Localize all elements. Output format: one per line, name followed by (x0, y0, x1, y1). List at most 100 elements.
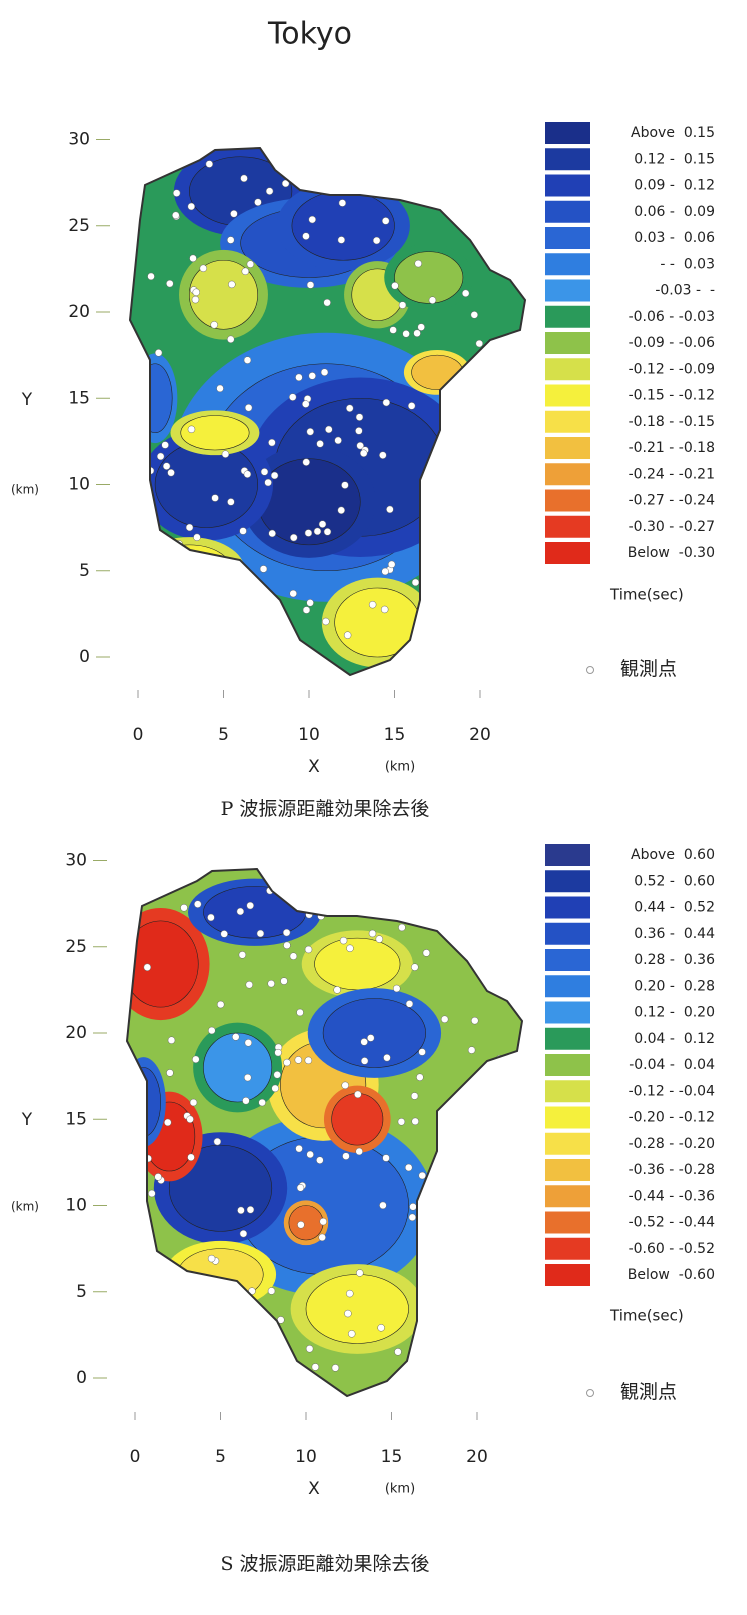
station (398, 301, 407, 309)
station (311, 1363, 320, 1371)
legend-swatch (545, 384, 590, 407)
station (346, 944, 354, 953)
station (488, 484, 496, 492)
legend-swatch (545, 515, 590, 538)
station (466, 513, 475, 522)
station (199, 264, 208, 273)
x-tick-label: 15 (381, 1447, 403, 1467)
station (245, 980, 254, 989)
station (306, 599, 314, 607)
contour-map (125, 867, 524, 1398)
legend-swatch (545, 1001, 590, 1024)
legend-swatch (545, 200, 590, 223)
legend-swatch (545, 148, 590, 171)
legend-swatch (545, 844, 590, 866)
legend-swatch (545, 1027, 590, 1050)
station (463, 178, 472, 187)
x-axis-label: X (308, 757, 320, 777)
station (383, 1053, 391, 1062)
station (411, 1117, 419, 1126)
legend-label: -0.36 - -0.28 (629, 1162, 715, 1178)
station (325, 425, 333, 434)
station (372, 236, 381, 245)
marker-label: 観測点 (620, 1381, 677, 1403)
legend-swatch (545, 1080, 590, 1103)
contour-region (127, 920, 199, 1008)
station (172, 189, 181, 197)
legend-label: -0.20 - -0.12 (629, 1110, 715, 1126)
station (488, 550, 496, 559)
x-tick-label: 5 (215, 1447, 226, 1467)
station (319, 1217, 327, 1226)
station (318, 1233, 326, 1242)
station (466, 364, 474, 373)
station (294, 1056, 303, 1064)
y-tick-label: 15 (65, 1109, 87, 1129)
y-tick-label: 10 (65, 1196, 87, 1216)
station (318, 520, 327, 528)
contour-region (394, 251, 464, 304)
station (302, 458, 310, 466)
contour-region (203, 1032, 273, 1103)
station (360, 1057, 369, 1065)
station (154, 349, 163, 357)
station (258, 1098, 266, 1107)
station (355, 427, 363, 435)
station (497, 1296, 506, 1305)
station (356, 441, 364, 450)
station (334, 893, 343, 901)
station (162, 462, 171, 470)
station (426, 1309, 435, 1317)
legend-label: 0.03 - 0.06 (634, 230, 715, 246)
legend-label: -0.52 - -0.44 (629, 1215, 715, 1231)
legend-swatch (545, 922, 590, 945)
station (157, 1285, 166, 1293)
station (212, 1352, 221, 1360)
station (485, 1089, 493, 1097)
legend-label: -0.21 - -0.18 (629, 440, 715, 456)
station (423, 875, 431, 883)
station (147, 272, 155, 281)
station (316, 440, 324, 448)
station (416, 1073, 424, 1081)
legend-label: -0.12 - -0.09 (629, 361, 715, 377)
marker-symbol (586, 666, 594, 674)
station (161, 441, 169, 449)
station (227, 335, 235, 344)
legend-label: -0.18 - -0.15 (629, 414, 715, 430)
station (338, 199, 347, 207)
contour-regions (127, 875, 506, 1372)
station (411, 578, 420, 587)
station (178, 1279, 187, 1288)
x-axis-label: X (308, 1479, 320, 1499)
station (320, 368, 329, 376)
station (290, 533, 298, 542)
y-tick-label: 20 (65, 1023, 87, 1043)
contour-region (288, 1205, 324, 1241)
legend-swatch (545, 542, 590, 564)
legend-label: Below -0.30 (628, 545, 715, 561)
station (323, 298, 331, 307)
station (340, 158, 348, 166)
station (180, 904, 188, 912)
legend-swatch (545, 437, 590, 459)
x-tick-label: 0 (130, 1447, 141, 1467)
station (488, 1219, 496, 1227)
station (313, 527, 322, 536)
legend-label: 0.06 - 0.09 (634, 204, 715, 220)
legend-swatch (545, 1237, 590, 1260)
station (397, 1118, 406, 1126)
station (461, 289, 470, 298)
station (192, 1055, 200, 1064)
station (210, 321, 218, 329)
station (295, 373, 303, 382)
legend-label: Below -0.60 (628, 1267, 715, 1283)
legend-label: -0.27 - -0.24 (629, 493, 715, 509)
station (174, 609, 182, 618)
station (208, 1026, 216, 1035)
station (355, 1147, 363, 1156)
station (355, 413, 364, 421)
station (187, 202, 196, 211)
legend-label: 0.09 - 0.12 (634, 178, 715, 194)
station (398, 923, 406, 932)
